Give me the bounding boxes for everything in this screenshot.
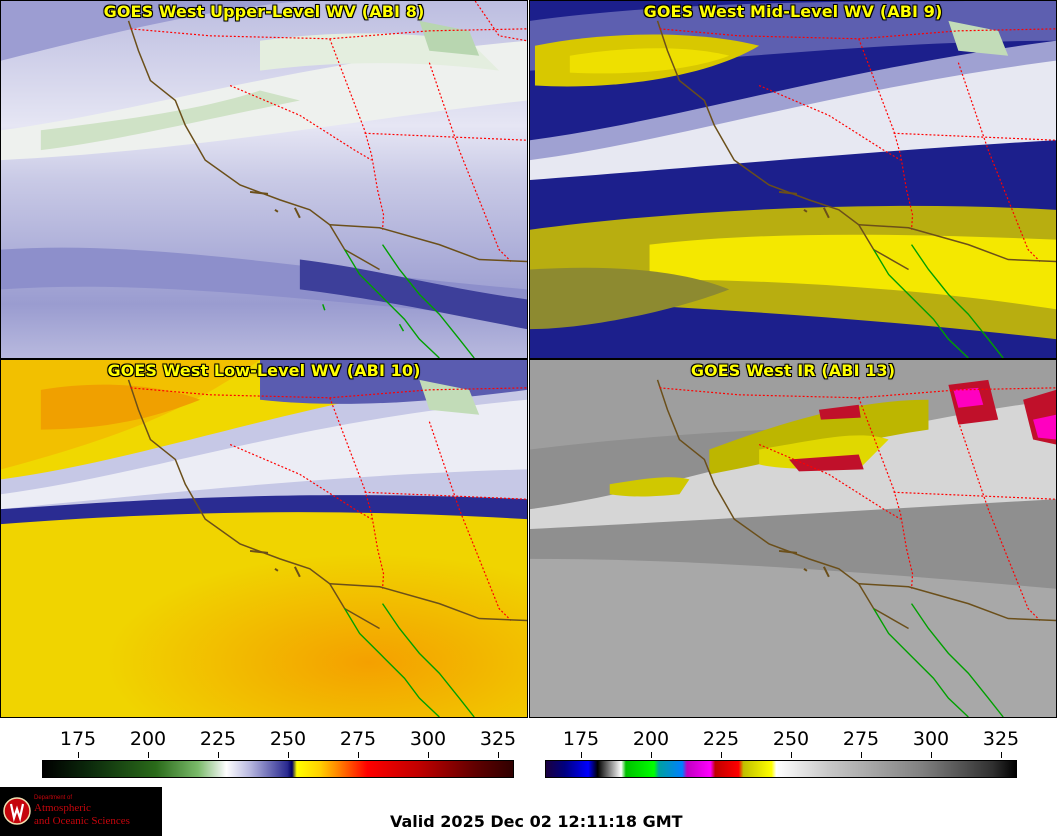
ir-tick-label: 200 (632, 728, 670, 750)
panel-title-ir: GOES West IR (ABI 13) (690, 361, 896, 380)
ir-image (530, 360, 1056, 717)
logo-text-line2: and Oceanic Sciences (34, 815, 130, 827)
wv-colorbar-bar (42, 760, 514, 778)
low-level-wv-image (1, 360, 527, 717)
panel-upper-level-wv: GOES West Upper-Level WV (ABI 8) (0, 0, 528, 359)
panel-title-mid-wv: GOES West Mid-Level WV (ABI 9) (643, 2, 943, 21)
ir-colorbar-ticks: 175 200 225 250 275 300 325 (545, 722, 1020, 758)
wv-colorbar-ticks: 175 200 225 250 275 300 325 (42, 722, 517, 758)
upper-level-wv-image (1, 1, 527, 358)
valid-time: Valid 2025 Dec 02 12:11:18 GMT (390, 812, 683, 831)
aos-logo: Department of Atmospheric and Oceanic Sc… (0, 787, 162, 836)
ir-tick-label: 225 (702, 728, 740, 750)
wv-tick-label: 175 (59, 728, 97, 750)
panel-title-low-wv: GOES West Low-Level WV (ABI 10) (107, 361, 421, 380)
ir-tick-label: 250 (772, 728, 810, 750)
panel-ir: GOES West IR (ABI 13) (529, 359, 1057, 718)
wv-tick-label: 325 (479, 728, 517, 750)
wv-tick-label: 225 (199, 728, 237, 750)
panel-low-level-wv: GOES West Low-Level WV (ABI 10) (0, 359, 528, 718)
ir-tick-label: 325 (982, 728, 1020, 750)
logo-department: Department of (34, 795, 73, 801)
ir-tick-label: 175 (562, 728, 600, 750)
ir-tick-label: 275 (842, 728, 880, 750)
logo-text-line1: Atmospheric (34, 802, 91, 814)
wv-tick-label: 300 (409, 728, 447, 750)
ir-colorbar: 175 200 225 250 275 300 325 (545, 722, 1020, 782)
panel-mid-level-wv: GOES West Mid-Level WV (ABI 9) (529, 0, 1057, 359)
mid-level-wv-image (530, 1, 1056, 358)
wv-tick-label: 275 (339, 728, 377, 750)
wv-colorbar: 175 200 225 250 275 300 325 (42, 722, 517, 782)
uw-crest-icon (3, 797, 31, 825)
wv-tick-label: 200 (129, 728, 167, 750)
panel-title-upper-wv: GOES West Upper-Level WV (ABI 8) (103, 2, 425, 21)
ir-tick-label: 300 (912, 728, 950, 750)
ir-colorbar-bar (545, 760, 1017, 778)
wv-tick-label: 250 (269, 728, 307, 750)
